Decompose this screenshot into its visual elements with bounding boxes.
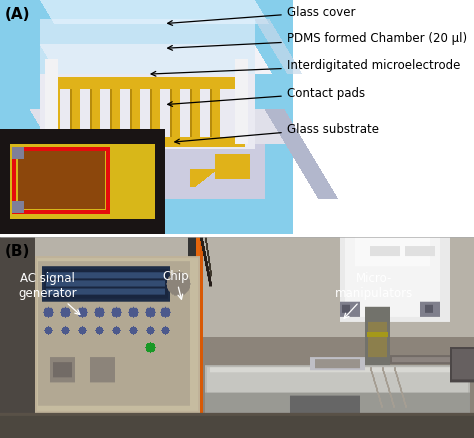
Text: Interdigitated microelectrode: Interdigitated microelectrode [151,59,460,77]
Text: Chip: Chip [162,269,189,300]
Text: Glass cover: Glass cover [168,7,356,26]
Text: PDMS formed Chamber (20 μl): PDMS formed Chamber (20 μl) [168,32,467,51]
Text: (A): (A) [5,7,30,22]
Text: Glass substrate: Glass substrate [175,122,379,145]
Text: Contact pads: Contact pads [168,87,365,107]
Text: Micro-
manipulators: Micro- manipulators [335,272,414,318]
Text: AC signal
generator: AC signal generator [18,272,80,315]
Text: (B): (B) [5,244,30,258]
